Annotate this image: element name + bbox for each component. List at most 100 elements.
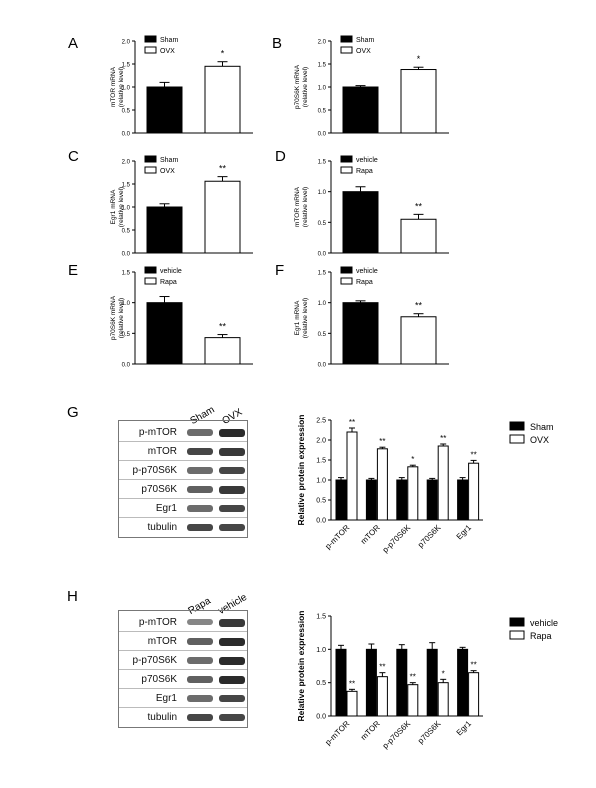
y-tick-label: 1.0 <box>122 86 131 92</box>
y-axis-label: p70S6K mRNA <box>294 64 301 109</box>
legend-label: Rapa <box>160 279 177 286</box>
x-tick-label: mTOR <box>359 523 382 546</box>
significance-label: ** <box>415 201 423 211</box>
y-tick-label: 1.5 <box>318 63 327 69</box>
significance-label: ** <box>440 434 446 443</box>
significance-label: ** <box>349 418 355 427</box>
chart-d: 0.0 0.5 1.0 1.5 mTOR mRNA (relative level) ** v… <box>294 155 449 258</box>
significance-label: * <box>442 669 445 678</box>
y-tick-label: 1.0 <box>318 301 327 307</box>
blot-h-row-label: p70S6K <box>141 674 177 685</box>
blot-band <box>187 657 213 664</box>
bar-control <box>342 86 379 134</box>
bar-treatment <box>204 65 241 134</box>
bar-treatment <box>346 690 358 717</box>
blot-band <box>187 695 213 702</box>
chart-f: 0.0 0.5 1.0 1.5 Egr1 mRNA (relative level) ** v… <box>294 266 449 369</box>
y-tick-label: 0.0 <box>318 132 327 138</box>
blot-band <box>219 619 245 627</box>
bar-control <box>335 648 347 717</box>
blot-g-frame: p-mTOR mTOR p-p70S6K p70S6K Egr1 tubulin <box>118 420 248 538</box>
y-tick-label: 2.0 <box>122 160 131 166</box>
y-tick-label: 1.5 <box>122 63 131 69</box>
panel-letter-d: D <box>275 148 286 165</box>
legend-swatch <box>340 277 353 285</box>
legend-label: Sham <box>356 37 374 44</box>
panel-letter-c: C <box>68 148 79 165</box>
legend-swatch <box>509 421 525 431</box>
bar-control <box>335 479 347 521</box>
y-tick-label: 0.0 <box>122 132 131 138</box>
y-tick-label: 0.5 <box>122 332 131 338</box>
bar-control <box>342 302 379 365</box>
legend-label: Sham <box>160 37 178 44</box>
blot-band <box>219 429 245 437</box>
x-tick-label: Egr1 <box>455 719 474 738</box>
bar-treatment <box>407 684 419 717</box>
blot-band <box>187 429 213 436</box>
bar-treatment <box>400 316 437 365</box>
y-axis-label: Relative protein expression <box>296 414 306 525</box>
legend-label: OVX <box>160 168 175 175</box>
y-axis-label: (relative level) <box>302 298 309 338</box>
significance-label: ** <box>415 301 423 311</box>
y-axis-label: (relative level) <box>118 298 125 338</box>
y-tick-label: 0.5 <box>122 229 131 235</box>
blot-band <box>219 486 245 494</box>
blot-g-row-label: p70S6K <box>141 484 177 495</box>
legend-label: vehicle <box>160 268 182 275</box>
bar-control <box>365 648 377 717</box>
blot-h-row-label: Egr1 <box>155 693 177 704</box>
bar-treatment <box>204 180 241 254</box>
y-tick-label: 1.0 <box>316 478 326 485</box>
legend-swatch <box>340 35 353 43</box>
bar-control <box>396 648 408 717</box>
significance-label: ** <box>379 663 385 672</box>
blot-band <box>187 524 213 532</box>
blot-h-row-label: mTOR <box>147 636 177 647</box>
bar-treatment <box>376 676 388 717</box>
panel-letter-f: F <box>275 262 285 279</box>
blot-g-row-label: Egr1 <box>155 503 177 514</box>
significance-label: ** <box>379 437 385 446</box>
y-axis-label: (relative level) <box>302 187 309 227</box>
chart-g: 0.0 0.5 1.0 1.5 2.0 2.5 Relative protein expre… <box>296 414 554 554</box>
y-tick-label: 1.0 <box>122 301 131 307</box>
x-tick-label: p-p70S6K <box>381 523 413 555</box>
y-tick-label: 2.0 <box>318 40 327 46</box>
blot-h-row-label: p-mTOR <box>138 617 177 628</box>
blot-row-divider <box>119 479 247 480</box>
x-tick-label: Egr1 <box>455 523 474 542</box>
blot-row-divider <box>119 498 247 499</box>
chart-a: 0.0 0.5 1.0 1.5 2.0 mTOR mRNA (relative level)… <box>110 35 253 138</box>
legend-swatch <box>144 277 157 285</box>
y-tick-label: 1.5 <box>318 271 327 277</box>
legend-label: OVX <box>160 48 175 55</box>
y-tick-label: 2.5 <box>316 418 326 425</box>
y-tick-label: 0.5 <box>122 109 131 115</box>
bar-treatment <box>437 682 449 717</box>
bar-control <box>426 648 438 717</box>
significance-label: ** <box>349 679 355 688</box>
blot-g-row-label: p-mTOR <box>138 427 177 438</box>
blot-h-row-label: tubulin <box>147 712 177 723</box>
significance-label: ** <box>219 164 227 174</box>
panel-letter-a: A <box>68 35 79 52</box>
y-tick-label: 1.0 <box>318 86 327 92</box>
blot-row-divider <box>119 460 247 461</box>
y-tick-label: 0.0 <box>122 363 131 369</box>
y-tick-label: 0.5 <box>318 332 327 338</box>
blot-band <box>219 448 245 456</box>
blot-row-divider <box>119 631 247 632</box>
legend-swatch <box>509 434 525 444</box>
y-tick-label: 1.5 <box>122 183 131 189</box>
significance-label: * <box>411 455 414 464</box>
y-tick-label: 1.5 <box>318 160 327 166</box>
significance-label: * <box>417 54 421 64</box>
bar-control <box>365 479 377 521</box>
blot-band <box>187 619 213 625</box>
blot-g-row-label: p-p70S6K <box>132 465 177 476</box>
blot-row-divider <box>119 669 247 670</box>
bar-treatment <box>400 218 437 254</box>
